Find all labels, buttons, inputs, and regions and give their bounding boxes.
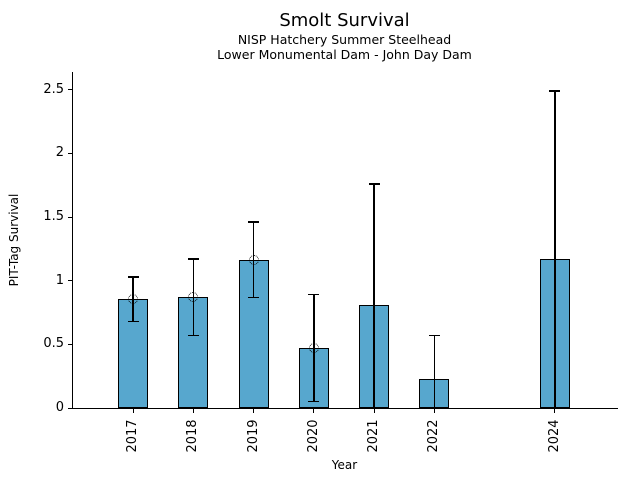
point-marker-2018 — [188, 292, 199, 303]
y-tick-1.5 — [68, 216, 72, 218]
y-tick-label-0.5: 0.5 — [43, 336, 64, 352]
x-tick-label-2022: 2022 — [426, 419, 442, 453]
error-bar-2021 — [373, 184, 375, 408]
error-cap-high-2021 — [368, 183, 380, 185]
error-cap-low-2019 — [248, 296, 260, 299]
chart-subtitle-line1: NISP Hatchery Summer Steelhead — [237, 32, 452, 47]
error-cap-high-2018 — [187, 258, 199, 260]
error-cap-high-2024 — [549, 90, 561, 92]
y-axis-label: PIT-Tag Survival — [7, 193, 21, 287]
x-axis-label: Year — [331, 458, 358, 472]
x-tick-label-2020: 2020 — [305, 419, 321, 453]
error-cap-low-2020 — [308, 400, 320, 403]
y-tick-label-1: 1 — [55, 272, 64, 288]
y-tick-label-0: 0 — [55, 400, 64, 415]
x-tick-2018 — [192, 409, 194, 413]
x-tick-label-2018: 2018 — [185, 419, 201, 453]
error-cap-low-2018 — [187, 334, 199, 337]
x-tick-2024 — [554, 409, 556, 413]
y-tick-label-2: 2 — [55, 145, 64, 161]
point-marker-2020 — [308, 343, 319, 354]
x-tick-label-2019: 2019 — [245, 419, 261, 453]
point-marker-2017 — [128, 293, 139, 304]
x-tick-label-2021: 2021 — [366, 419, 382, 453]
error-cap-high-2019 — [248, 221, 260, 223]
y-tick-label-2.5: 2.5 — [43, 81, 64, 97]
chart-subtitle-line2: Lower Monumental Dam - John Day Dam — [217, 47, 472, 62]
plot-area — [72, 72, 618, 409]
error-cap-high-2017 — [127, 276, 139, 278]
y-tick-2.5 — [68, 89, 72, 91]
y-tick-0.5 — [68, 343, 72, 345]
error-cap-high-2022 — [428, 334, 440, 337]
title-block: Smolt Survival NISP Hatchery Summer Stee… — [72, 9, 617, 62]
y-tick-1 — [68, 280, 72, 282]
error-cap-high-2020 — [308, 293, 320, 296]
x-tick-2022 — [433, 409, 435, 413]
x-tick-2019 — [253, 409, 255, 413]
y-tick-label-1.5: 1.5 — [43, 209, 64, 225]
error-bar-2022 — [433, 335, 436, 408]
error-bar-2024 — [554, 91, 556, 408]
x-tick-2021 — [373, 409, 375, 413]
x-tick-label-2024: 2024 — [546, 419, 562, 453]
error-cap-low-2017 — [127, 320, 139, 323]
y-tick-2 — [68, 152, 72, 154]
point-marker-2019 — [248, 255, 259, 266]
x-tick-2017 — [132, 409, 134, 413]
x-tick-label-2017: 2017 — [125, 419, 141, 453]
y-tick-0 — [68, 407, 72, 409]
x-tick-2020 — [313, 409, 315, 413]
chart-title: Smolt Survival — [279, 10, 410, 31]
